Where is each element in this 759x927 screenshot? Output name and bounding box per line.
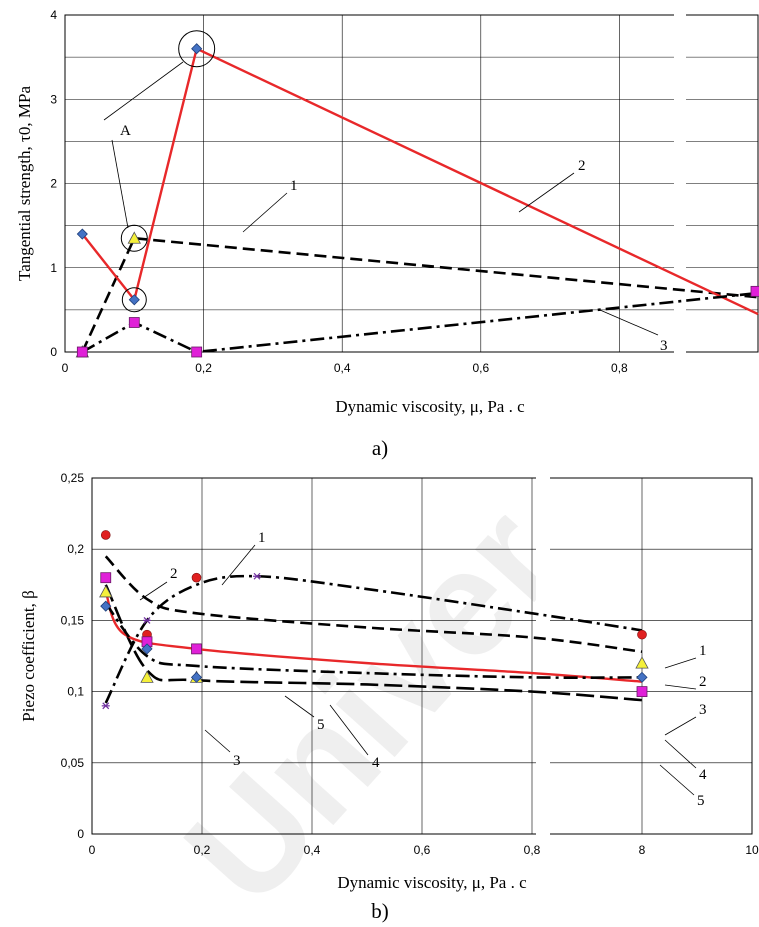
annotation-2-a: 2 <box>578 158 586 174</box>
x-axis-title-a: Dynamic viscosity, μ, Pa . c <box>335 397 525 416</box>
annotation-b: 1 <box>258 530 266 546</box>
y-axis-title-a: Tangential strength, τ0, MPa <box>15 86 34 281</box>
data-point-a <box>192 347 202 357</box>
data-point-b <box>636 657 648 668</box>
data-point-a <box>751 286 759 296</box>
series-line-a-1 <box>82 238 758 352</box>
data-point-b <box>102 703 110 709</box>
series-a-1 <box>76 232 758 357</box>
x-tick-label-b: 8 <box>639 843 646 857</box>
series-line-a-2 <box>82 49 758 314</box>
leader-line <box>112 140 128 228</box>
series-a-3 <box>77 293 758 357</box>
y-tick-label-a: 0 <box>50 345 57 359</box>
annotation-3-a: 3 <box>660 338 668 354</box>
annotation-b: 3 <box>233 753 241 769</box>
y-tick-label-b: 0,1 <box>67 685 84 699</box>
leader-line <box>600 310 658 335</box>
annotation-b: 2 <box>170 566 178 582</box>
annotation-b: 5 <box>317 717 325 733</box>
data-point-b <box>253 573 261 579</box>
data-point-a <box>192 44 202 54</box>
x-tick-label-a: 0,4 <box>334 361 351 375</box>
x-tick-label-b: 10 <box>745 843 759 857</box>
data-point-b <box>101 530 110 539</box>
leader-line <box>665 717 696 735</box>
annotation-b: 1 <box>699 643 707 659</box>
x-tick-label-a: 0,2 <box>195 361 212 375</box>
data-point-a <box>77 347 87 357</box>
data-point-b <box>101 573 111 583</box>
x-tick-label-a: 0 <box>62 361 69 375</box>
leader-line <box>222 545 255 585</box>
y-tick-label-b: 0,05 <box>61 756 85 770</box>
y-tick-label-b: 0,15 <box>61 613 85 627</box>
y-tick-label-b: 0,25 <box>61 471 85 485</box>
panel-label-a: a) <box>372 436 388 460</box>
leader-line <box>665 685 696 689</box>
data-point-b <box>638 630 647 639</box>
series-line-a-3 <box>82 293 758 352</box>
annotation-1-a: 1 <box>290 178 298 194</box>
x-tick-label-b: 0 <box>89 843 96 857</box>
y-axis-title-b: Piezo coefficient, β <box>19 590 38 722</box>
data-point-b <box>192 573 201 582</box>
y-tick-label-a: 4 <box>50 8 57 22</box>
x-tick-label-b: 0,8 <box>524 843 541 857</box>
annotation-b: 3 <box>699 702 707 718</box>
y-tick-label-a: 1 <box>50 261 57 275</box>
annotation-b: 4 <box>699 767 707 783</box>
annotation-b: 4 <box>372 755 380 771</box>
leader-line <box>665 740 696 768</box>
leader-line <box>140 582 167 600</box>
x-tick-label-a: 0,6 <box>472 361 489 375</box>
leader-line <box>660 765 694 795</box>
y-tick-label-a: 3 <box>50 92 57 106</box>
x-tick-label-b: 0,4 <box>304 843 321 857</box>
x-tick-label-b: 0,6 <box>414 843 431 857</box>
leader-line <box>665 658 696 668</box>
data-point-b <box>637 687 647 697</box>
annotation-A: A <box>120 123 131 139</box>
x-tick-label-b: 0,2 <box>194 843 211 857</box>
x-tick-label-a: 0,8 <box>611 361 628 375</box>
panel-label-b: b) <box>371 899 389 923</box>
annotation-b: 2 <box>699 674 707 690</box>
axis-break-a <box>674 2 686 357</box>
watermark: Univer <box>153 476 590 927</box>
annotation-b: 5 <box>697 793 705 809</box>
x-axis-title-b: Dynamic viscosity, μ, Pa . c <box>337 873 527 892</box>
axis-break-b <box>536 468 550 838</box>
y-tick-label-b: 0,2 <box>67 542 84 556</box>
data-point-a <box>129 318 139 328</box>
series-a-2 <box>77 44 758 314</box>
data-point-b <box>192 644 202 654</box>
y-tick-label-a: 2 <box>50 177 57 191</box>
leader-line <box>104 62 183 120</box>
chart-a: 0 0,2 0,4 0,6 0,8 0 1 2 3 4 Dynamic viscosity, μ, … <box>15 2 759 416</box>
leader-line <box>519 173 574 212</box>
y-tick-label-b: 0 <box>77 827 84 841</box>
leader-line <box>243 193 287 232</box>
